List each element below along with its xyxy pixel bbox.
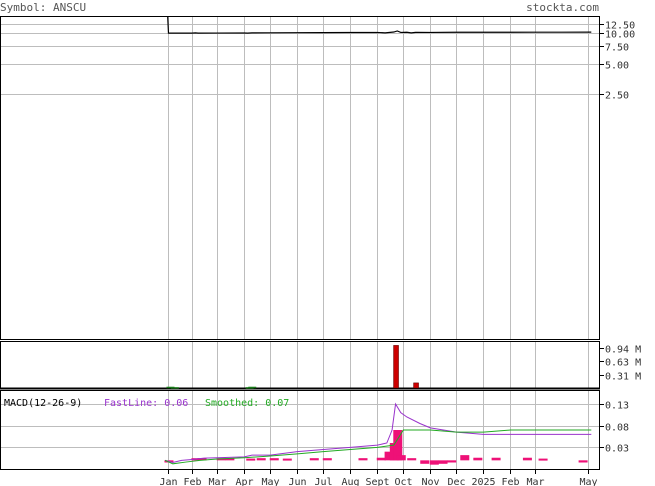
macd-histogram-bar bbox=[460, 455, 470, 461]
macd-histogram-bar bbox=[256, 458, 266, 461]
x-tick-label: Aug bbox=[341, 477, 359, 486]
macd-histogram-bar bbox=[491, 457, 501, 461]
x-tick-label: Nov bbox=[421, 477, 439, 486]
volume-panel: 0.94 M 0.63 M 0.31 M bbox=[0, 341, 641, 390]
macd-fastline-line bbox=[164, 402, 592, 464]
volume-bar bbox=[413, 382, 419, 389]
macd-histogram-bar bbox=[522, 457, 532, 461]
macd-panel-border bbox=[0, 390, 600, 470]
price-series bbox=[167, 17, 592, 34]
volume-grid bbox=[168, 342, 589, 388]
macd-histogram-bar bbox=[473, 457, 483, 461]
price-y-tick-label: 10.00 bbox=[605, 30, 635, 41]
volume-bars bbox=[0, 345, 600, 390]
macd-histogram-bar bbox=[447, 460, 457, 463]
price-y-tick-label: 12.50 bbox=[605, 21, 635, 32]
price-grid bbox=[1, 17, 599, 339]
macd-histogram-bar bbox=[420, 460, 430, 464]
site-label: stockta.com bbox=[526, 1, 599, 14]
macd-y-ticks: 0.13 0.08 0.03 bbox=[599, 401, 629, 455]
x-tick-label: Mar bbox=[526, 477, 544, 486]
x-tick-label: Jan bbox=[159, 477, 177, 486]
x-tick-label: Jul bbox=[314, 477, 332, 486]
macd-histogram-bar bbox=[407, 458, 417, 461]
macd-histogram-bar bbox=[309, 458, 319, 461]
volume-y-tick-label: 0.31 M bbox=[605, 372, 641, 383]
macd-y-tick-label: 0.08 bbox=[605, 423, 629, 434]
macd-histogram-bar bbox=[393, 430, 403, 461]
macd-histogram-bar bbox=[246, 458, 256, 461]
price-line bbox=[167, 17, 592, 34]
x-tick-label: Feb bbox=[501, 477, 519, 486]
macd-histogram-bar bbox=[384, 451, 394, 461]
macd-histogram-bar bbox=[429, 460, 439, 465]
x-tick-label: May bbox=[261, 477, 279, 486]
x-tick-label: Apr bbox=[235, 477, 253, 486]
macd-histogram-bar bbox=[225, 458, 235, 461]
macd-y-tick-label: 0.03 bbox=[605, 444, 629, 455]
symbol-label: Symbol: ANSCU bbox=[0, 1, 86, 14]
x-tick-label: Jun bbox=[288, 477, 306, 486]
macd-histogram-bar bbox=[538, 458, 548, 461]
volume-y-tick-label: 0.94 M bbox=[605, 345, 641, 356]
macd-histogram-bar bbox=[578, 460, 588, 463]
x-tick-label: Dec bbox=[447, 477, 465, 486]
x-tick-label: Oct bbox=[394, 477, 412, 486]
macd-lines bbox=[164, 402, 592, 465]
x-axis-ticks: Jan Feb Mar Apr May Jun Jul Aug Sept Oct Nov Dec 202… bbox=[159, 470, 598, 486]
price-y-tick-label: 5.00 bbox=[605, 61, 629, 72]
macd-histogram-bar bbox=[358, 458, 368, 461]
macd-y-tick-label: 0.13 bbox=[605, 401, 629, 412]
macd-fastline-legend: FastLine: 0.06 bbox=[104, 398, 188, 409]
macd-grid bbox=[1, 391, 599, 469]
macd-histogram-bar bbox=[197, 458, 207, 461]
volume-bar bbox=[170, 387, 179, 389]
macd-histogram-bar bbox=[396, 455, 406, 461]
macd-smoothed-line bbox=[164, 429, 592, 465]
macd-histogram-bar bbox=[322, 458, 332, 461]
macd-panel: 0.13 0.08 0.03 MACD(12-26-9) FastLine: 0.0… bbox=[0, 390, 629, 470]
macd-histogram-bar bbox=[269, 458, 279, 461]
macd-histogram-bar bbox=[282, 458, 292, 461]
volume-bar bbox=[248, 386, 257, 389]
x-tick-label: 2025 bbox=[471, 477, 495, 486]
macd-smoothed-legend: Smoothed: 0.07 bbox=[205, 398, 289, 409]
volume-y-ticks: 0.94 M 0.63 M 0.31 M bbox=[599, 345, 641, 383]
volume-y-tick-label: 0.63 M bbox=[605, 358, 641, 369]
volume-bar bbox=[166, 386, 175, 389]
x-tick-label: Sept bbox=[365, 477, 389, 486]
volume-panel-border bbox=[0, 341, 600, 389]
x-tick-label: Feb bbox=[183, 477, 201, 486]
price-y-tick-label: 7.50 bbox=[605, 43, 629, 54]
x-tick-label: Mar bbox=[208, 477, 226, 486]
price-y-tick-label: 2.50 bbox=[605, 91, 629, 102]
macd-title: MACD(12-26-9) bbox=[4, 398, 82, 409]
price-panel-border bbox=[0, 16, 600, 340]
x-tick-label: May bbox=[579, 477, 597, 486]
macd-histogram-bar bbox=[438, 460, 448, 464]
volume-bar bbox=[393, 345, 399, 389]
macd-histogram-bar bbox=[376, 457, 386, 461]
